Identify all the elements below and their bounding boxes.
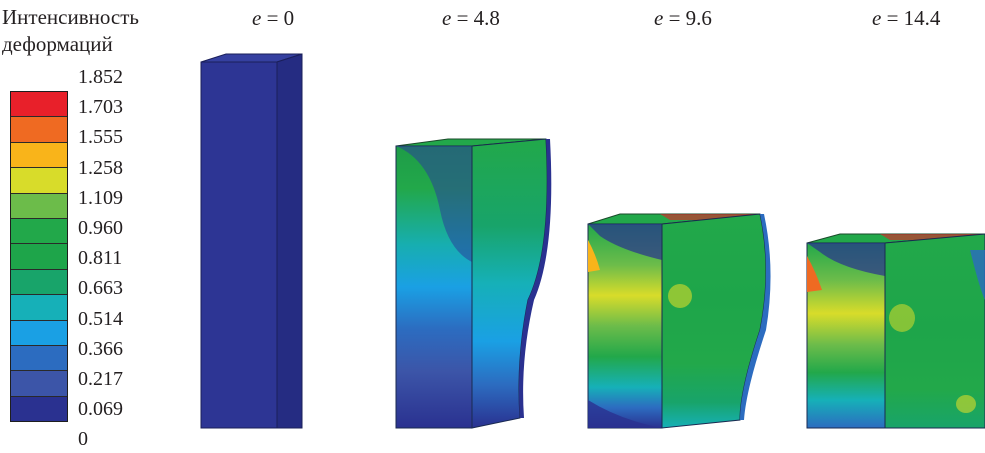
color-swatch xyxy=(11,294,67,320)
block-e4-8 xyxy=(395,138,552,429)
stage-label-e4-8: e = 4.8 xyxy=(442,6,500,30)
scale-tick-label: 0.663 xyxy=(78,277,123,300)
stage-label-e9-6: e = 9.6 xyxy=(654,6,712,30)
scale-tick-label: 0.960 xyxy=(78,217,123,239)
scale-tick-label: 1.555 xyxy=(78,126,123,149)
scale-tick-label: 1.109 xyxy=(78,186,123,209)
block-e9-6 xyxy=(587,213,771,429)
color-swatch xyxy=(11,192,67,218)
scale-tick-label: 0.217 xyxy=(78,368,123,390)
legend-title-line1: Интенсивность xyxy=(2,5,139,29)
legend-title-line2: деформаций xyxy=(2,32,113,56)
scale-tick-label: 0.366 xyxy=(78,337,123,360)
color-swatch xyxy=(11,243,67,269)
legend-title: Интенсивность деформаций xyxy=(2,4,139,58)
scale-tick-label: 0.811 xyxy=(78,247,123,270)
color-swatch xyxy=(11,167,67,193)
color-scale-bar xyxy=(10,91,68,422)
color-swatch xyxy=(11,319,67,345)
color-swatch xyxy=(11,395,67,422)
stage-label-e14-4: e = 14.4 xyxy=(872,6,941,30)
color-swatch xyxy=(11,141,67,168)
scale-tick-label: 0.069 xyxy=(78,398,123,421)
scale-tick-label: 1.852 xyxy=(78,66,123,88)
block-e0 xyxy=(200,53,303,429)
color-swatch xyxy=(11,344,67,371)
stage-label-e0: e = 0 xyxy=(252,6,295,30)
scale-tick-label: 1.258 xyxy=(78,156,123,179)
scale-tick-label: 1.703 xyxy=(78,96,123,119)
color-swatch xyxy=(11,92,67,117)
scale-tick-label: 0 xyxy=(78,428,88,451)
color-swatch xyxy=(11,268,67,295)
color-swatch xyxy=(11,370,67,396)
block-e14-4 xyxy=(806,233,985,429)
color-swatch xyxy=(11,217,67,244)
color-swatch xyxy=(11,116,67,142)
scale-tick-label: 0.514 xyxy=(78,307,123,330)
